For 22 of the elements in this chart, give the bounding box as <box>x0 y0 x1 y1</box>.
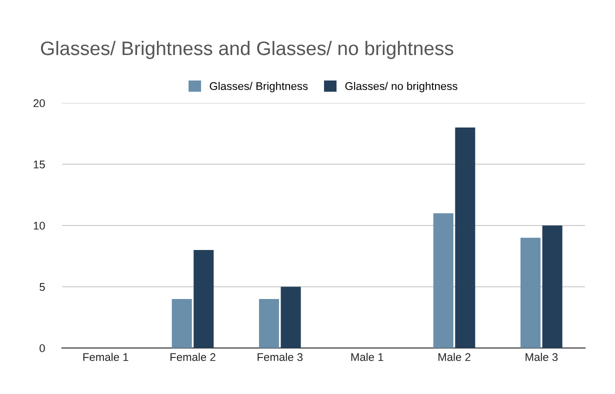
bar <box>542 226 562 348</box>
bar <box>258 299 280 348</box>
chart-title: Glasses/ Brightness and Glasses/ no brightness <box>40 40 454 60</box>
y-tick-label: 10 <box>34 222 45 230</box>
x-tick-label: Male 3 <box>526 352 558 362</box>
x-tick-label: Female 2 <box>170 352 216 362</box>
legend-label: Glasses/ no brightness <box>345 82 458 92</box>
bar <box>172 299 192 348</box>
x-tick-label: Male 1 <box>351 352 384 362</box>
bar <box>280 286 301 348</box>
bar <box>455 128 476 348</box>
bar <box>433 213 454 348</box>
bar <box>520 238 541 348</box>
bar <box>194 250 214 348</box>
y-tick-label: 20 <box>34 99 45 108</box>
y-tick-label: 5 <box>40 283 45 291</box>
x-tick-label: Female 3 <box>258 352 303 362</box>
legend-label: Glasses/ Brightness <box>210 82 308 92</box>
x-tick-label: Female 1 <box>83 352 128 362</box>
y-tick-label: 15 <box>34 160 45 168</box>
x-tick-label: Male 2 <box>438 352 470 362</box>
y-tick-label: 0 <box>40 344 45 352</box>
